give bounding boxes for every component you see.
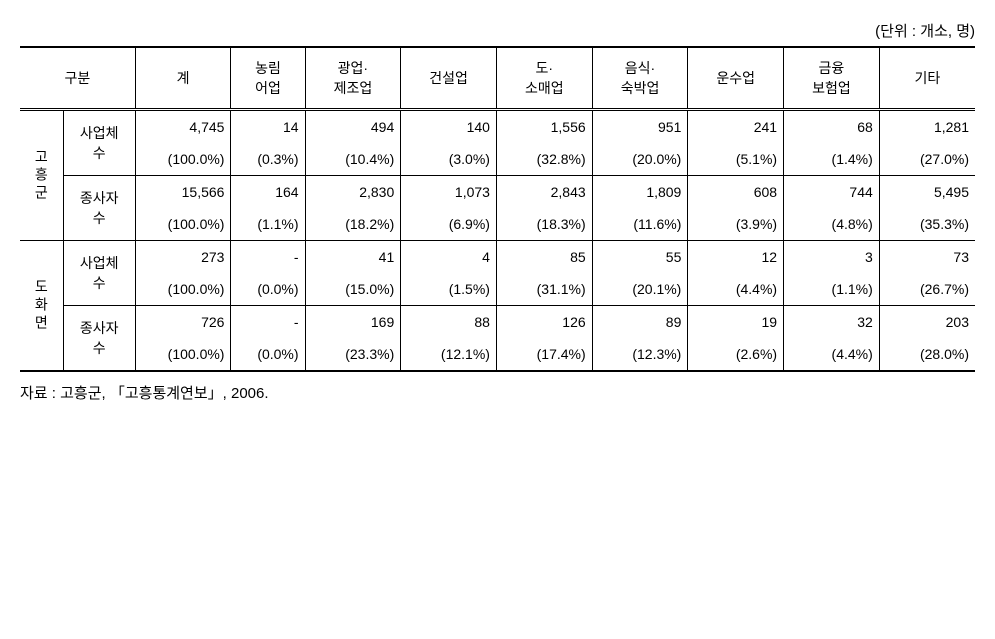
cell-pct: (32.8%) [496,143,592,176]
cell-pct: (1.1%) [231,208,305,241]
statistics-table: 구분 계 농림 어업 광업· 제조업 건설업 도· 소매업 음식· 숙박업 운수… [20,46,975,372]
metric-dohwa-est: 사업체수 [63,241,135,306]
cell-value: 5,495 [879,176,975,209]
cell-value: 3 [784,241,880,274]
header-category: 구분 [20,47,135,110]
cell-pct: (15.0%) [305,273,401,306]
cell-value: 85 [496,241,592,274]
cell-value: 1,809 [592,176,688,209]
cell-value: 15,566 [135,176,231,209]
cell-pct: (0.3%) [231,143,305,176]
header-transport: 운수업 [688,47,784,110]
header-other: 기타 [879,47,975,110]
cell-pct: (18.2%) [305,208,401,241]
cell-value: 1,556 [496,110,592,144]
cell-value: 203 [879,306,975,339]
cell-pct: (20.1%) [592,273,688,306]
cell-value: 951 [592,110,688,144]
cell-value: 126 [496,306,592,339]
header-food: 음식· 숙박업 [592,47,688,110]
cell-value: 32 [784,306,880,339]
region-goheung: 고흥군 [20,110,63,241]
cell-value: 14 [231,110,305,144]
region-dohwa: 도화면 [20,241,63,372]
header-agri: 농림 어업 [231,47,305,110]
cell-value: 494 [305,110,401,144]
cell-pct: (1.4%) [784,143,880,176]
source-note: 자료 : 고흥군, 「고흥통계연보」, 2006. [20,382,975,403]
cell-value: 164 [231,176,305,209]
cell-value: 241 [688,110,784,144]
header-retail: 도· 소매업 [496,47,592,110]
cell-pct: (3.0%) [401,143,497,176]
cell-value: 2,830 [305,176,401,209]
cell-pct: (4.4%) [784,338,880,371]
cell-value: 55 [592,241,688,274]
cell-pct: (28.0%) [879,338,975,371]
cell-value: 88 [401,306,497,339]
cell-pct: (100.0%) [135,143,231,176]
header-finance: 금융 보험업 [784,47,880,110]
cell-pct: (12.3%) [592,338,688,371]
cell-value: 89 [592,306,688,339]
cell-value: 12 [688,241,784,274]
cell-pct: (11.6%) [592,208,688,241]
metric-goheung-est: 사업체수 [63,110,135,176]
cell-pct: (1.5%) [401,273,497,306]
cell-pct: (27.0%) [879,143,975,176]
cell-value: 41 [305,241,401,274]
cell-value: 4 [401,241,497,274]
cell-value: 608 [688,176,784,209]
cell-pct: (1.1%) [784,273,880,306]
cell-value: 169 [305,306,401,339]
header-construction: 건설업 [401,47,497,110]
cell-value: 4,745 [135,110,231,144]
cell-pct: (4.4%) [688,273,784,306]
header-mining: 광업· 제조업 [305,47,401,110]
header-total: 계 [135,47,231,110]
cell-pct: (2.6%) [688,338,784,371]
cell-pct: (3.9%) [688,208,784,241]
cell-pct: (0.0%) [231,273,305,306]
cell-value: 19 [688,306,784,339]
cell-value: 73 [879,241,975,274]
cell-pct: (35.3%) [879,208,975,241]
cell-value: 2,843 [496,176,592,209]
cell-pct: (4.8%) [784,208,880,241]
cell-pct: (20.0%) [592,143,688,176]
cell-value: 68 [784,110,880,144]
cell-value: - [231,241,305,274]
cell-value: 1,281 [879,110,975,144]
cell-value: - [231,306,305,339]
cell-pct: (31.1%) [496,273,592,306]
metric-goheung-wrk: 종사자수 [63,176,135,241]
cell-value: 1,073 [401,176,497,209]
cell-value: 273 [135,241,231,274]
cell-pct: (100.0%) [135,208,231,241]
cell-pct: (0.0%) [231,338,305,371]
metric-dohwa-wrk: 종사자수 [63,306,135,372]
cell-value: 744 [784,176,880,209]
cell-pct: (18.3%) [496,208,592,241]
cell-pct: (6.9%) [401,208,497,241]
cell-value: 140 [401,110,497,144]
cell-pct: (5.1%) [688,143,784,176]
cell-pct: (100.0%) [135,273,231,306]
cell-value: 726 [135,306,231,339]
cell-pct: (26.7%) [879,273,975,306]
cell-pct: (17.4%) [496,338,592,371]
cell-pct: (12.1%) [401,338,497,371]
cell-pct: (10.4%) [305,143,401,176]
cell-pct: (23.3%) [305,338,401,371]
unit-label: (단위 : 개소, 명) [20,20,975,41]
cell-pct: (100.0%) [135,338,231,371]
